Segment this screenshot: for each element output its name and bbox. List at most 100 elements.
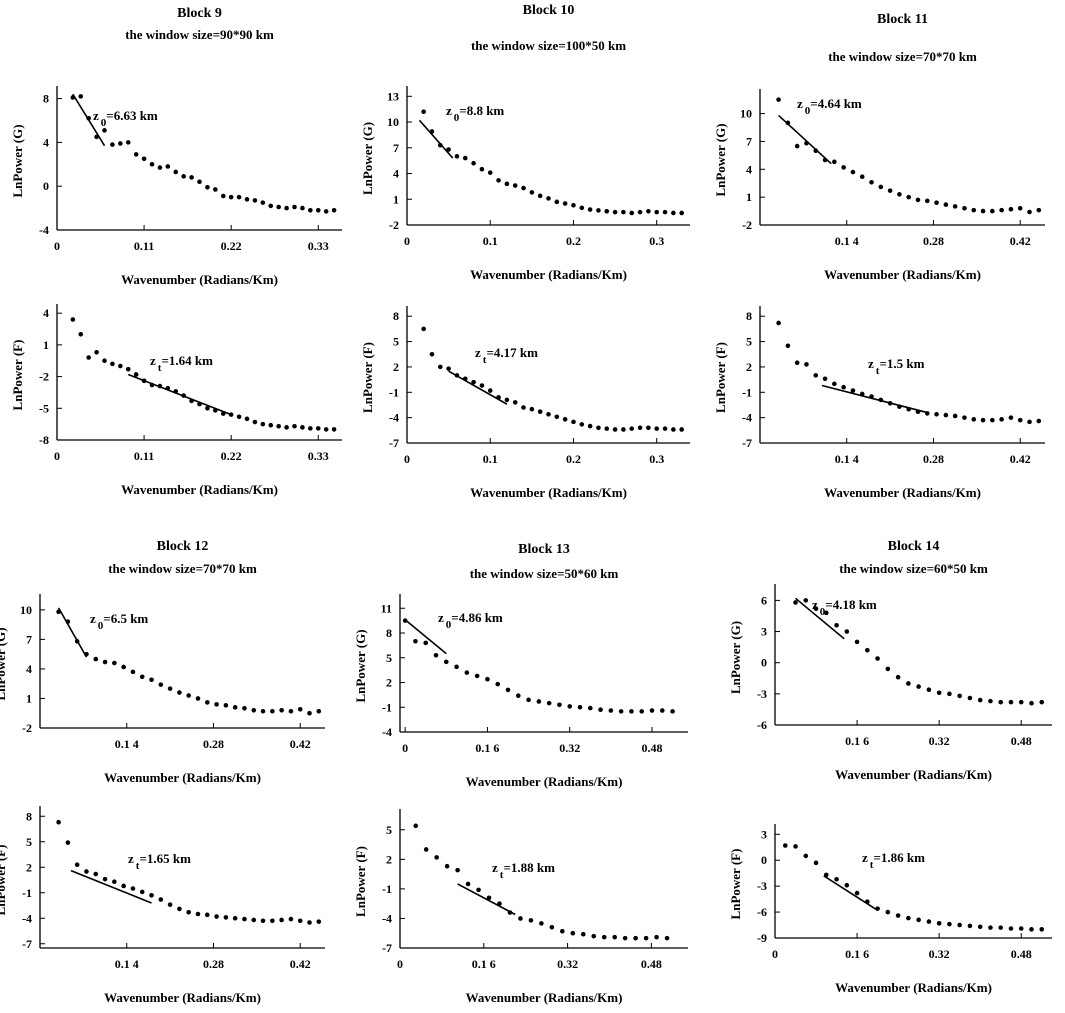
data-point: [331, 427, 337, 432]
data-point: [562, 417, 568, 422]
data-point: [875, 656, 880, 661]
data-point: [232, 915, 238, 921]
y-axis-label: LnPower (F): [353, 846, 368, 917]
data-point: [804, 362, 809, 367]
data-point: [1018, 699, 1024, 705]
fit-line: [821, 384, 928, 414]
y-tick-label: -4: [39, 223, 49, 237]
data-point: [977, 697, 983, 703]
y-axis-label: LnPower (G): [353, 629, 368, 702]
data-point: [307, 710, 312, 716]
data-point: [121, 664, 126, 670]
data-point: [423, 847, 429, 852]
y-axis-label: LnPower (F): [10, 340, 25, 411]
x-axis-label: Wavenumber (Radians/Km): [824, 267, 981, 282]
window-size-label: the window size=70*70 km: [828, 49, 977, 64]
y-tick-label: 11: [381, 601, 392, 615]
data-point: [495, 681, 501, 687]
data-point: [260, 421, 266, 427]
window-size-label: the window size=70*70 km: [108, 561, 257, 576]
y-tick-label: -6: [757, 718, 767, 732]
data-point: [1039, 927, 1045, 932]
data-point: [244, 416, 250, 422]
panel-1: Block 9 the window size=90*90 km -4 0 4 8 0 0.1…: [10, 6, 342, 287]
data-point: [204, 912, 210, 918]
data-point: [952, 413, 958, 419]
data-point: [998, 925, 1004, 930]
fit-line: [57, 607, 88, 658]
depth-annotation: z t=1.64 km: [150, 353, 213, 374]
x-axis-label: Wavenumber (Radians/Km): [121, 272, 278, 287]
depth-annotation: z t=1.88 km: [492, 860, 555, 881]
data-point: [118, 363, 123, 369]
fit-line: [418, 119, 454, 159]
y-tick-label: 2: [386, 676, 392, 690]
data-point: [859, 174, 865, 180]
y-tick-label: -7: [389, 436, 399, 450]
data-point: [776, 320, 781, 326]
data-point: [242, 706, 247, 711]
data-point: [300, 205, 305, 211]
data-point: [223, 703, 229, 708]
x-tick-label: 0.48: [1011, 734, 1032, 748]
fit-line: [127, 373, 232, 416]
data-point: [554, 199, 560, 205]
data-point: [133, 152, 139, 157]
y-tick-label: 3: [761, 625, 767, 639]
data-point: [242, 916, 247, 922]
y-tick-label: 4: [746, 162, 752, 176]
data-point: [529, 406, 535, 412]
y-tick-label: -2: [742, 218, 752, 232]
x-tick-label: 0.11: [134, 239, 154, 253]
data-point: [629, 709, 634, 714]
data-point: [177, 906, 182, 912]
data-point: [300, 425, 305, 430]
y-tick-label: -8: [39, 433, 49, 447]
data-point: [1018, 926, 1024, 931]
x-axis-label: Wavenumber (Radians/Km): [824, 485, 981, 500]
data-point: [110, 361, 115, 367]
y-tick-label: 1: [43, 338, 49, 352]
y-tick-label: -2: [22, 721, 32, 735]
data-point: [74, 862, 80, 867]
data-point: [474, 673, 480, 679]
data-point: [479, 383, 485, 388]
data-point: [562, 201, 568, 206]
data-point: [557, 702, 562, 708]
data-point: [157, 165, 163, 170]
data-point: [906, 194, 911, 200]
y-tick-label: 0: [761, 656, 767, 670]
data-point: [279, 917, 284, 923]
data-point: [1008, 926, 1014, 931]
y-tick-label: -4: [382, 911, 392, 925]
panel-11: Block 14 the window size=60*50 km -6 -3 0 3 6 0…: [728, 539, 1052, 782]
data-point: [443, 659, 449, 665]
y-tick-label: -4: [382, 725, 392, 739]
data-point: [315, 426, 321, 431]
x-tick-label: 0.32: [929, 734, 950, 748]
y-tick-label: 4: [26, 662, 32, 676]
data-point: [413, 638, 418, 644]
y-tick-label: -2: [39, 370, 49, 384]
data-point: [260, 918, 266, 924]
data-point: [471, 160, 476, 166]
data-point: [785, 343, 791, 349]
data-point: [167, 902, 173, 907]
data-point: [671, 427, 676, 432]
data-point: [990, 417, 995, 423]
y-tick-label: 2: [393, 360, 399, 374]
x-tick-label: 0.11: [134, 449, 154, 463]
data-point: [579, 205, 585, 211]
x-tick-label: 0: [404, 234, 410, 248]
data-point: [850, 169, 856, 175]
data-point: [936, 690, 942, 696]
data-point: [670, 709, 675, 714]
y-axis-label: LnPower (F): [728, 849, 743, 920]
x-tick-label: 0.2: [566, 452, 581, 466]
y-tick-label: -5: [39, 401, 49, 415]
data-point: [102, 876, 108, 882]
y-tick-label: 13: [387, 89, 399, 103]
data-point: [84, 869, 89, 874]
data-point: [485, 676, 490, 682]
data-point: [529, 190, 535, 195]
